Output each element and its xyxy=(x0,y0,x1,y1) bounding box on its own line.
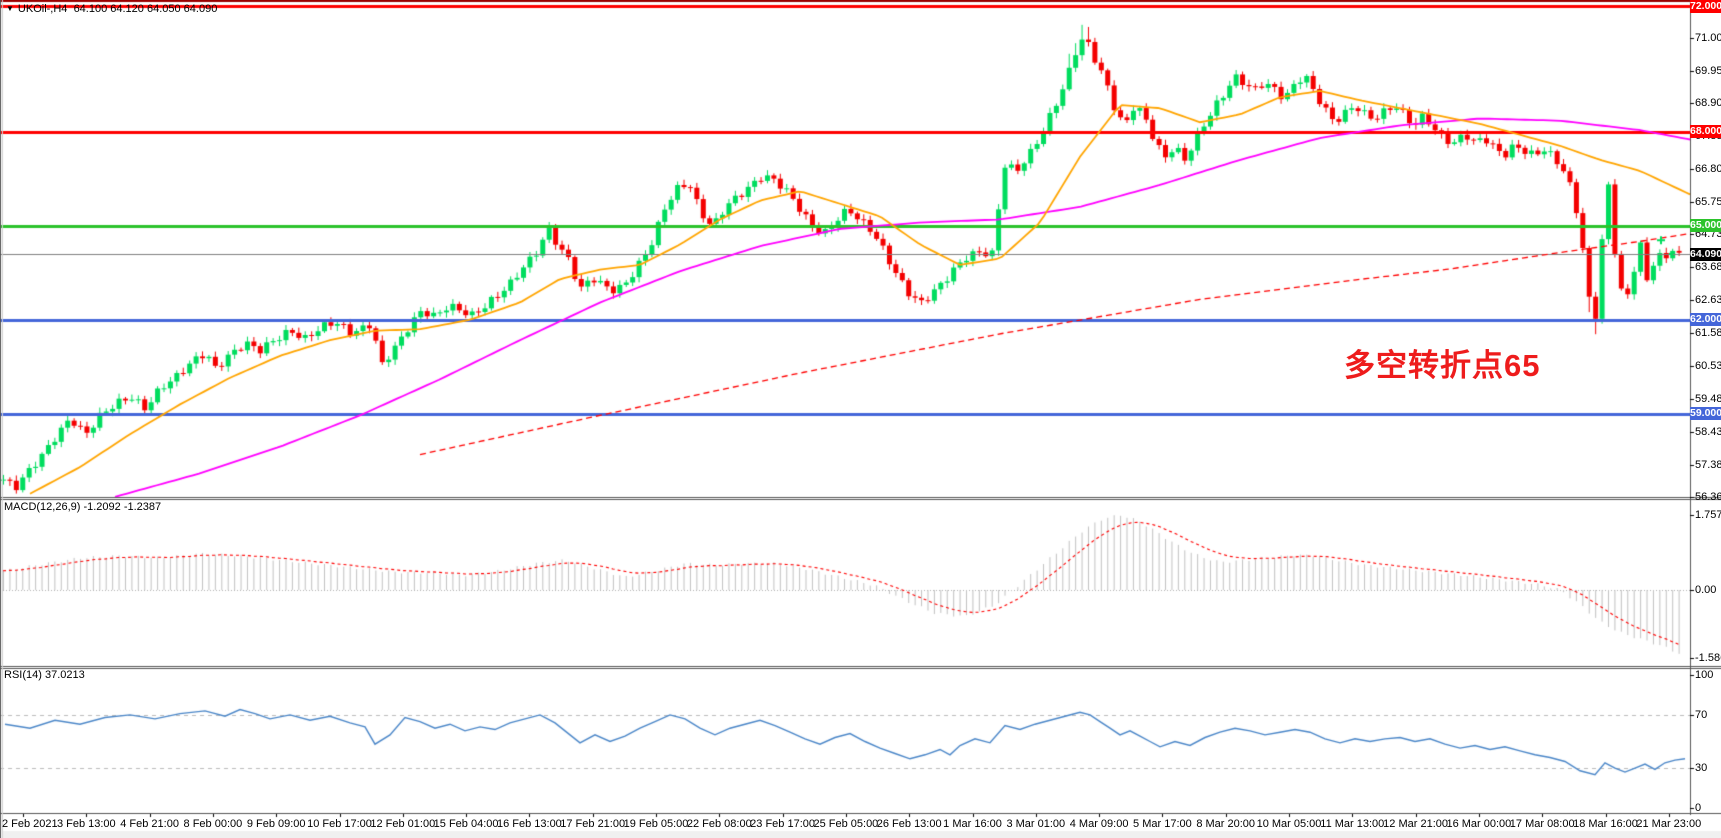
price-level-badge: 65.000 xyxy=(1690,219,1721,233)
time-axis-label: 25 Feb 05:00 xyxy=(813,818,879,830)
time-axis-label: 26 Feb 13:00 xyxy=(876,818,942,830)
rsi-axis-label: 70 xyxy=(1695,708,1708,721)
symbol-timeframe-label: UKOil-,H4 xyxy=(17,3,68,15)
price-tick-label: 63.680 xyxy=(1695,261,1721,274)
time-axis-label: 2 Feb 2021 xyxy=(2,818,58,830)
time-axis-label: 4 Mar 09:00 xyxy=(1069,818,1129,830)
time-axis-label: 17 Mar 08:00 xyxy=(1509,818,1575,830)
price-tick-label: 60.530 xyxy=(1695,359,1721,372)
price-tick-label: 65.750 xyxy=(1695,196,1721,209)
trend-annotation-text: 多空转折点65 xyxy=(1344,348,1541,383)
rsi-indicator-label: RSI(14) 37.0213 xyxy=(4,669,85,681)
chevron-down-icon[interactable]: ▼ xyxy=(6,4,14,13)
time-axis-label: 3 Mar 01:00 xyxy=(1006,818,1066,830)
time-axis-label: 16 Feb 13:00 xyxy=(496,818,562,830)
time-axis-label: 21 Mar 23:00 xyxy=(1636,818,1702,830)
price-level-badge: 59.000 xyxy=(1690,407,1721,421)
price-tick-label: 61.580 xyxy=(1695,326,1721,339)
price-level-badge: 68.000 xyxy=(1690,125,1721,139)
price-tick-label: 62.630 xyxy=(1695,294,1721,306)
rsi-axis-label: 100 xyxy=(1695,669,1714,681)
macd-axis-label: -1.5867 xyxy=(1695,651,1721,664)
time-axis-label: 22 Feb 08:00 xyxy=(686,818,752,830)
time-axis-label: 10 Mar 05:00 xyxy=(1256,818,1322,830)
time-axis-label: 9 Feb 09:00 xyxy=(246,818,306,830)
time-axis-label: 3 Feb 13:00 xyxy=(56,818,116,830)
price-tick-label: 57.380 xyxy=(1695,458,1721,471)
price-tick-label: 68.900 xyxy=(1695,97,1721,110)
time-axis-label: 16 Mar 00:00 xyxy=(1446,818,1512,830)
time-axis-label: 18 Mar 16:00 xyxy=(1573,818,1638,830)
price-tick-label: 58.430 xyxy=(1695,425,1721,438)
time-axis-label: 1 Mar 16:00 xyxy=(943,818,1002,830)
time-axis-label: 19 Feb 05:00 xyxy=(623,818,689,830)
ohlc-values: 64.100 64.120 64.050 64.090 xyxy=(73,3,218,15)
time-axis-label: 5 Mar 17:00 xyxy=(1133,818,1192,830)
price-tick-label: 66.800 xyxy=(1695,163,1721,176)
price-level-badge: 64.090 xyxy=(1690,247,1721,261)
rsi-axis-label: 30 xyxy=(1695,762,1708,775)
time-axis-label: 10 Feb 17:00 xyxy=(307,818,372,830)
time-axis-label: 17 Feb 21:00 xyxy=(560,818,626,830)
macd-indicator-label: MACD(12,26,9) -1.2092 -1.2387 xyxy=(4,501,162,513)
time-axis-label: 8 Feb 00:00 xyxy=(183,818,243,830)
time-axis-label: 11 Mar 13:00 xyxy=(1320,818,1385,830)
macd-axis-label: 1.7579 xyxy=(1695,509,1721,521)
price-level-badge: 72.000 xyxy=(1690,0,1721,13)
time-axis-label: 12 Mar 21:00 xyxy=(1383,818,1449,830)
time-axis-label: 15 Feb 04:00 xyxy=(433,818,499,830)
price-tick-label: 71.000 xyxy=(1695,31,1721,44)
price-level-badge: 62.000 xyxy=(1690,313,1721,327)
time-axis-label: 23 Feb 17:00 xyxy=(750,818,816,830)
symbol-info-bar[interactable]: ▼ UKOil-,H4 64.100 64.120 64.050 64.090 xyxy=(6,3,217,15)
time-axis-label: 4 Feb 21:00 xyxy=(120,818,179,830)
rsi-axis-label: 0 xyxy=(1695,802,1702,814)
macd-axis-label: 0.00 xyxy=(1695,584,1717,596)
price-tick-label: 59.480 xyxy=(1695,392,1721,405)
price-tick-label: 56.360 xyxy=(1695,490,1721,503)
time-axis-label: 8 Mar 20:00 xyxy=(1196,818,1256,830)
price-tick-label: 69.950 xyxy=(1695,64,1721,77)
time-axis-label: 12 Feb 01:00 xyxy=(370,818,436,830)
